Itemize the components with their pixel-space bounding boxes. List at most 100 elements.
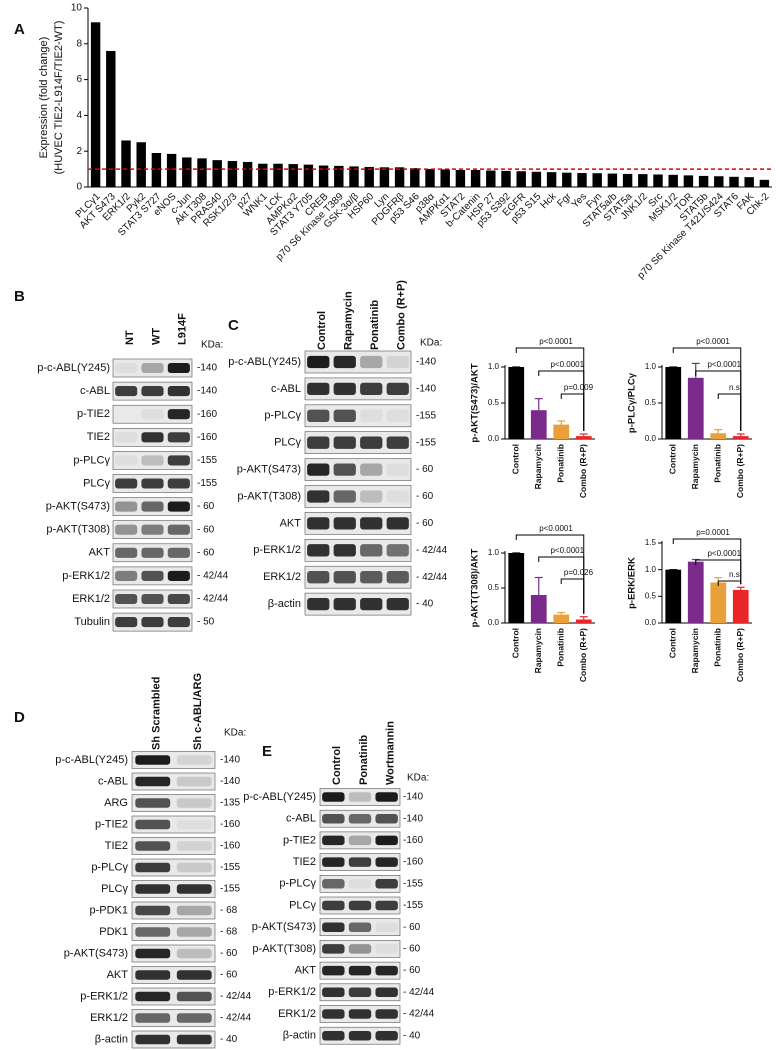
bar [732, 589, 749, 623]
blot-label: p-ERK1/2 [62, 570, 110, 582]
blot-label: ARG [104, 797, 128, 809]
blot-label: p-c-ABL(Y245) [243, 791, 316, 803]
blot-band [176, 1013, 212, 1023]
kda-label: - 40 [220, 1034, 238, 1045]
blot-label: ERK1/2 [72, 593, 110, 605]
blot-band [176, 927, 212, 937]
blot-band [322, 835, 345, 846]
x-tick-label: Combo (R+P) [735, 628, 745, 682]
blot-band [360, 382, 383, 396]
blot-label: p-TIE2 [95, 818, 128, 830]
bar [622, 173, 633, 187]
blot-strip [304, 458, 412, 481]
x-tick-label: Rapamycin [533, 444, 543, 489]
kda-header: KDa: [420, 338, 442, 349]
bar [665, 367, 682, 439]
blot-band [375, 835, 398, 846]
bar [638, 174, 648, 187]
blot-band [333, 382, 356, 396]
blot-label: p-AKT(S473) [64, 947, 128, 959]
blot-band [348, 835, 372, 846]
panel-label: A [14, 21, 25, 38]
blot-band [360, 409, 383, 422]
bar [553, 424, 570, 439]
blot-label: c-ABL [98, 775, 128, 787]
blot-band [307, 490, 330, 503]
lane-header: Ponatinib [358, 735, 370, 785]
blot-band [176, 884, 212, 894]
blot-band [322, 813, 345, 824]
blot-band [333, 409, 356, 422]
blot-band [375, 879, 398, 889]
blot-band [167, 432, 190, 443]
blot-band [176, 841, 212, 851]
kda-label: - 50 [197, 617, 215, 628]
bar [501, 170, 511, 187]
blot-band [167, 617, 190, 628]
blot-band [135, 1013, 171, 1023]
kda-label: -155 [197, 455, 217, 466]
blot-band [386, 517, 409, 530]
blot-label: p-PDK1 [89, 904, 128, 916]
panel-label: B [14, 288, 25, 305]
bar [318, 165, 329, 187]
kda-label: -160 [197, 409, 217, 420]
blot-band [348, 792, 372, 802]
blot-band [135, 1034, 171, 1045]
blot-band [115, 593, 138, 605]
blot-band [333, 490, 356, 503]
kda-header: KDa: [407, 773, 429, 784]
blot-strip [304, 565, 412, 589]
blot-band [141, 617, 164, 628]
y-tick-label: 1.0 [488, 362, 500, 371]
x-tick-label: Control [668, 628, 678, 658]
kda-label: - 60 [403, 922, 421, 933]
x-tick-label: Ponatinib [556, 444, 566, 483]
blot-label: p-PLCγ [279, 878, 316, 890]
blot-band [176, 970, 212, 980]
blot-band [375, 1030, 398, 1041]
blot-band [386, 597, 409, 611]
blot-band [360, 597, 383, 611]
blot-label: p-c-ABL(Y245) [55, 754, 128, 766]
kda-label: - 60 [403, 944, 421, 955]
lane-header: Rapamycin [343, 291, 355, 350]
y-tick-label: 2 [76, 146, 82, 157]
blot-band [348, 813, 372, 824]
blot-band [115, 362, 138, 374]
blot-label: p-PLCγ [91, 861, 128, 873]
blot-label: ERK1/2 [90, 1012, 128, 1024]
kda-label: - 42/44 [416, 572, 448, 583]
blot-band [135, 905, 171, 916]
blot-band [141, 570, 164, 581]
kda-label: - 60 [197, 524, 215, 535]
blot-label: AKT [280, 517, 302, 529]
blot-band [386, 355, 409, 369]
x-tick-label: Combo (R+P) [735, 444, 745, 498]
kda-label: - 60 [403, 965, 421, 976]
lane-header: Ponatinib [369, 300, 381, 350]
blot-band [322, 900, 345, 911]
kda-label: - 68 [220, 905, 238, 916]
blot-band [141, 524, 164, 535]
blot-band [348, 857, 372, 867]
bar [729, 176, 739, 187]
kda-label: -155 [403, 878, 423, 889]
lane-header: Sh c-ABL/ARG [192, 673, 204, 750]
blot-strip [304, 404, 412, 428]
kda-label: -155 [197, 478, 217, 489]
bar [410, 168, 420, 187]
blot-band [348, 965, 372, 976]
bar [258, 163, 268, 187]
y-tick-label: 0.0 [488, 434, 500, 443]
kda-label: - 40 [403, 1030, 421, 1041]
blot-label: PLCγ [289, 899, 316, 911]
blot-band [176, 819, 212, 830]
blot-band [333, 517, 356, 530]
blot-band [135, 755, 171, 765]
blot-band [115, 455, 138, 466]
blot-label: p-c-ABL(Y245) [37, 362, 110, 374]
blot-band [375, 944, 398, 954]
significance-label: p<0.0001 [550, 360, 584, 369]
